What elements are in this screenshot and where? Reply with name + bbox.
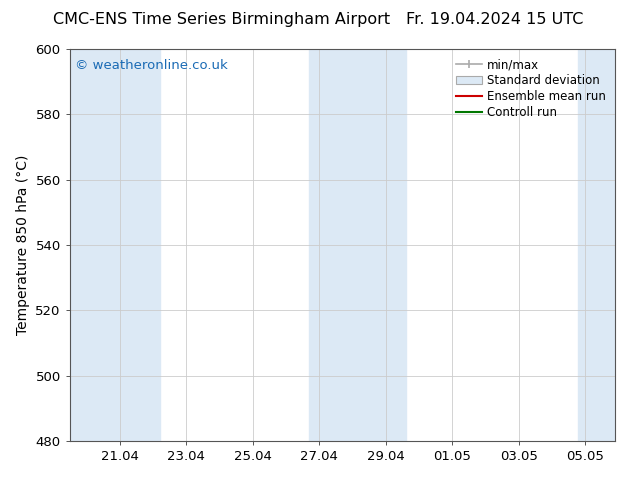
- Bar: [70, 49, 160, 441]
- Y-axis label: Temperature 850 hPa (°C): Temperature 850 hPa (°C): [16, 155, 30, 335]
- Text: © weatheronline.co.uk: © weatheronline.co.uk: [75, 59, 228, 72]
- Text: Fr. 19.04.2024 15 UTC: Fr. 19.04.2024 15 UTC: [406, 12, 583, 27]
- Legend: min/max, Standard deviation, Ensemble mean run, Controll run: min/max, Standard deviation, Ensemble me…: [453, 55, 609, 123]
- Bar: [309, 49, 406, 441]
- Text: CMC-ENS Time Series Birmingham Airport: CMC-ENS Time Series Birmingham Airport: [53, 12, 391, 27]
- Bar: [578, 49, 615, 441]
